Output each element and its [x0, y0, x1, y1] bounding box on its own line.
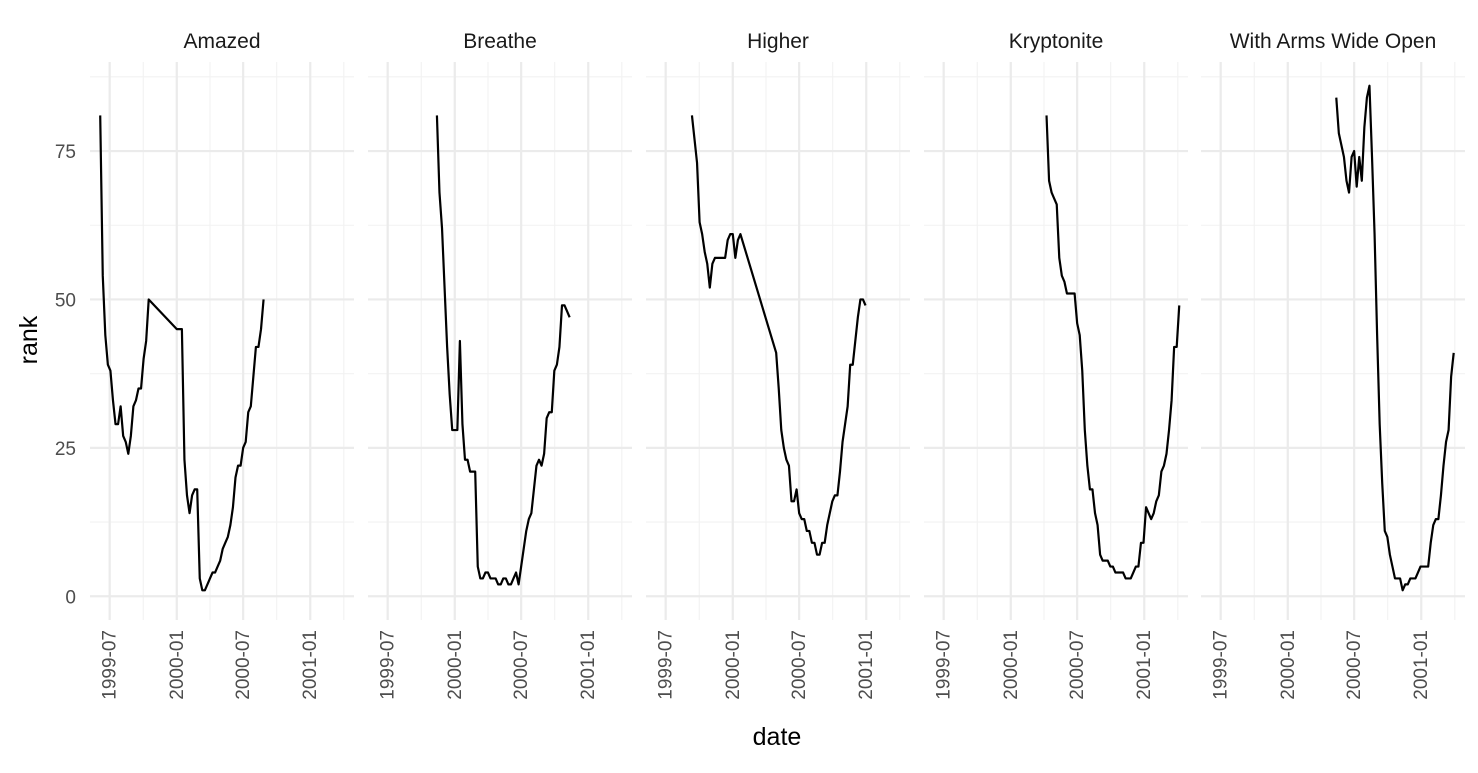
x-tick-label: 2000-01	[1278, 630, 1299, 700]
x-tick-label: 2000-07	[789, 630, 810, 700]
x-tick-label: 2000-07	[233, 630, 254, 700]
x-tick-label: 2001-01	[578, 630, 599, 700]
y-axis-title: rank	[15, 315, 43, 364]
panel-title: Kryptonite	[1009, 30, 1104, 53]
x-tick-label: 2000-07	[511, 630, 532, 700]
y-tick-label: 75	[55, 142, 76, 163]
x-tick-label: 2001-01	[300, 630, 321, 700]
panel-title: Higher	[747, 30, 809, 53]
y-axis: 0 25 50 75	[55, 142, 76, 608]
panel-4: Kryptonite 1999-07 2000-01 2000-07 2001-01	[924, 30, 1188, 700]
y-tick-label: 50	[55, 290, 76, 311]
panel-title: With Arms Wide Open	[1230, 30, 1437, 53]
x-tick-label: 2000-07	[1067, 630, 1088, 700]
panel-2: Breathe 1999-07 2000-01 2000-07 2001-01	[368, 30, 632, 700]
x-tick-label: 2001-01	[1134, 630, 1155, 700]
panel-3: Higher 1999-07 2000-01 2000-07 2001-01	[646, 30, 910, 700]
x-tick-label: 2000-07	[1344, 630, 1365, 700]
series-line-1	[99, 115, 265, 592]
panel-5: With Arms Wide Open 1999-07 2000-01 2000-07…	[1201, 30, 1465, 700]
series-line-5	[1335, 84, 1455, 592]
y-tick-label: 25	[55, 439, 76, 460]
x-tick-label: 1999-07	[378, 630, 399, 700]
x-tick-label: 1999-07	[934, 630, 955, 700]
y-tick-label: 0	[65, 587, 76, 608]
panel-title: Amazed	[183, 30, 260, 53]
series-line-4	[1045, 115, 1181, 580]
x-tick-label: 1999-07	[1211, 630, 1232, 700]
x-tick-label: 2001-01	[856, 630, 877, 700]
panel-title: Breathe	[463, 30, 537, 53]
x-tick-label: 1999-07	[656, 630, 677, 700]
x-tick-label: 2000-01	[445, 630, 466, 700]
x-tick-label: 2000-01	[1001, 630, 1022, 700]
x-axis-title: date	[753, 723, 802, 751]
series-line-2	[435, 115, 571, 586]
series-line-3	[690, 115, 867, 556]
panel-1: Amazed 1999-07 2000-01 2000-07 2001-01	[90, 30, 354, 700]
x-tick-label: 2000-01	[167, 630, 188, 700]
x-tick-label: 2001-01	[1411, 630, 1432, 700]
x-tick-label: 1999-07	[100, 630, 121, 700]
x-tick-label: 2000-01	[723, 630, 744, 700]
